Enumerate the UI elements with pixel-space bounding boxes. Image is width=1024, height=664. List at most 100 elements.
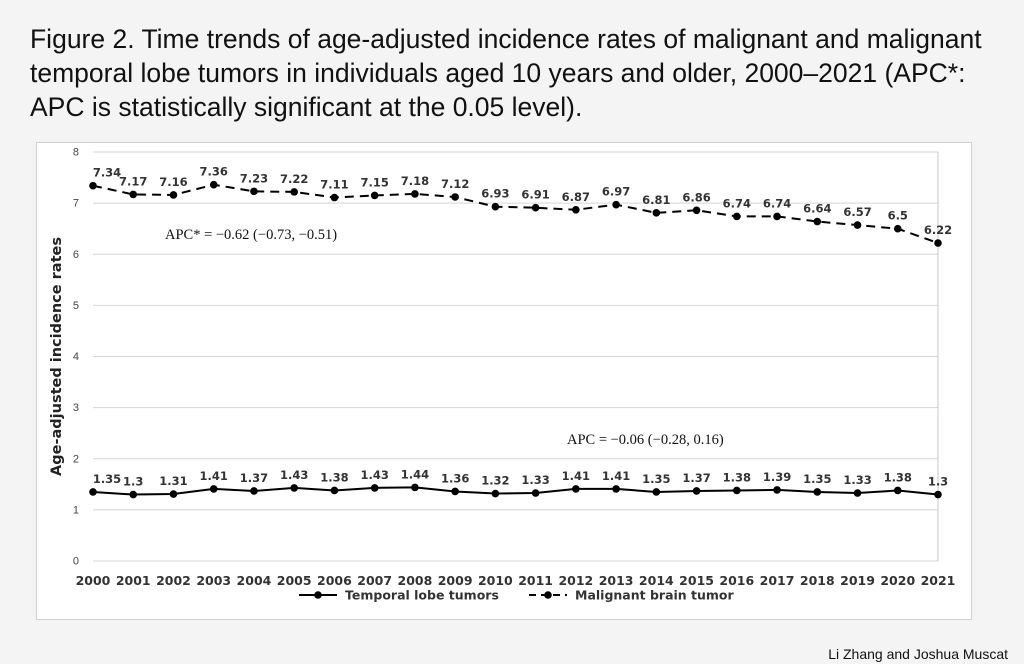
x-tick-label: 2005: [277, 573, 312, 588]
data-label: 7.36: [200, 165, 228, 179]
data-point: [451, 193, 459, 201]
data-label: 1.33: [843, 473, 871, 487]
data-point: [89, 181, 97, 190]
data-label: 1.38: [723, 470, 751, 484]
x-tick-label: 2008: [398, 573, 433, 588]
data-point: [169, 490, 178, 498]
data-point: [89, 488, 97, 496]
data-label: 7.23: [240, 171, 268, 185]
data-label: 6.74: [763, 196, 791, 210]
y-tick-label: 1: [73, 504, 79, 516]
data-label: 1.35: [803, 472, 831, 486]
apc-annotation: APC* = −0.62 (−0.73, −0.51): [165, 227, 337, 243]
data-label: 1.33: [521, 473, 549, 487]
y-tick-label: 6: [73, 249, 79, 261]
data-point: [290, 484, 298, 492]
data-label: 7.11: [320, 178, 348, 192]
data-point: [169, 191, 178, 199]
x-tick-label: 2010: [478, 573, 513, 588]
data-label: 7.18: [401, 174, 429, 188]
data-point: [572, 485, 580, 493]
data-point: [652, 209, 661, 217]
x-tick-label: 2016: [719, 573, 754, 588]
legend-label: Temporal lobe tumors: [345, 588, 499, 603]
data-point: [612, 200, 620, 209]
data-point: [773, 486, 781, 494]
y-tick-label: 5: [73, 300, 79, 312]
data-point: [531, 489, 540, 497]
data-point: [813, 217, 822, 226]
data-label: 1.3: [123, 475, 143, 489]
data-point: [531, 203, 540, 212]
data-label: 7.12: [441, 177, 469, 191]
x-tick-label: 2012: [558, 573, 593, 588]
x-tick-label: 2019: [840, 573, 875, 588]
y-tick-label: 7: [73, 198, 79, 210]
data-point: [370, 191, 379, 200]
apc-annotation: APC = −0.06 (−0.28, 0.16): [567, 432, 724, 448]
x-tick-label: 2020: [880, 573, 915, 588]
data-label: 6.22: [924, 223, 952, 237]
x-tick-label: 2000: [76, 573, 111, 588]
data-label: 6.81: [642, 193, 670, 207]
data-label: 1.41: [562, 469, 590, 483]
x-tick-label: 2004: [237, 573, 272, 588]
data-label: 1.36: [441, 471, 469, 485]
data-label: 6.74: [723, 196, 751, 210]
x-tick-label: 2007: [357, 573, 392, 588]
data-point: [853, 489, 862, 497]
y-tick-label: 3: [73, 402, 79, 414]
y-tick-label: 2: [73, 453, 79, 465]
data-label: 7.16: [159, 175, 187, 189]
data-point: [934, 490, 942, 499]
legend-swatch-marker: [544, 591, 552, 599]
data-label: 1.38: [320, 470, 348, 484]
data-point: [612, 485, 620, 493]
data-label: 1.35: [642, 472, 670, 486]
data-label: 7.34: [93, 166, 121, 180]
series-line: [92, 486, 939, 496]
y-tick-label: 4: [73, 351, 79, 363]
data-point: [290, 188, 298, 196]
figure-caption: Figure 2. Time trends of age-adjusted in…: [30, 24, 982, 122]
x-tick-label: 2002: [156, 573, 191, 588]
line-chart: 0 1 2 3 4 5 6 7 8 2000 2001 2002 2003 2004 2005 2006 200…: [49, 147, 955, 603]
data-label: 1.43: [360, 468, 388, 482]
data-point: [330, 193, 339, 202]
data-label: 1.38: [884, 470, 912, 484]
data-point: [411, 190, 419, 198]
x-tick-label: 2006: [317, 573, 352, 588]
data-point: [572, 205, 580, 214]
x-tick-label: 2011: [518, 573, 553, 588]
series-line: [92, 183, 939, 244]
y-axis-label: Age-adjusted incidence rates: [49, 237, 65, 476]
data-point: [893, 486, 902, 495]
x-tick-label: 2015: [679, 573, 714, 588]
data-point: [733, 486, 741, 495]
data-point: [129, 490, 138, 499]
data-point: [250, 487, 258, 495]
data-label: 6.64: [803, 202, 831, 216]
data-label: 1.37: [240, 471, 268, 485]
x-tick-label: 2018: [800, 573, 835, 588]
y-tick-label: 0: [73, 556, 79, 568]
data-label: 6.97: [602, 185, 630, 199]
data-label: 6.57: [843, 205, 871, 219]
data-point: [451, 487, 459, 496]
data-point: [692, 206, 701, 215]
data-point: [934, 239, 942, 247]
data-point: [209, 180, 218, 189]
data-point: [330, 486, 339, 495]
data-label: 1.32: [481, 474, 509, 488]
data-label: 6.87: [562, 190, 590, 204]
data-point: [813, 488, 822, 496]
x-tick-label: 2009: [438, 573, 473, 588]
x-tick-label: 2003: [196, 573, 231, 588]
data-label: 1.44: [401, 467, 429, 481]
data-label: 7.15: [360, 175, 388, 189]
data-label: 1.35: [93, 472, 121, 486]
data-point: [129, 190, 138, 199]
data-label: 6.5: [888, 209, 908, 223]
x-tick-label: 2017: [760, 573, 795, 588]
data-label: 1.41: [602, 469, 630, 483]
